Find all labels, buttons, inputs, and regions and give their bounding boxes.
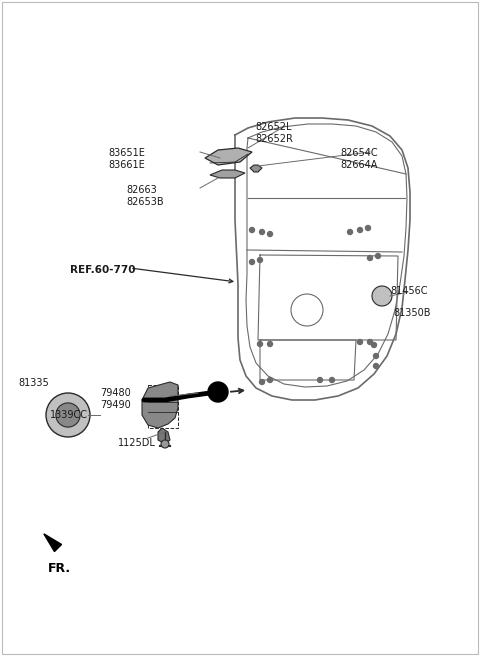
Polygon shape [250, 165, 262, 172]
Circle shape [358, 228, 362, 232]
Circle shape [257, 342, 263, 346]
Text: 81335: 81335 [18, 378, 49, 388]
Circle shape [161, 440, 169, 448]
Text: 79480
79490: 79480 79490 [100, 388, 131, 411]
Text: 1125DL: 1125DL [118, 438, 156, 448]
Circle shape [373, 363, 379, 369]
Circle shape [257, 258, 263, 262]
Circle shape [267, 377, 273, 382]
Circle shape [372, 342, 376, 348]
Circle shape [372, 286, 392, 306]
Text: FR.: FR. [48, 562, 71, 575]
Circle shape [56, 403, 80, 427]
Polygon shape [158, 428, 170, 444]
Circle shape [317, 377, 323, 382]
Circle shape [348, 230, 352, 234]
Text: 81456C: 81456C [390, 286, 428, 296]
Circle shape [250, 228, 254, 232]
Polygon shape [44, 534, 61, 552]
Circle shape [373, 354, 379, 358]
Circle shape [368, 340, 372, 344]
Circle shape [267, 232, 273, 237]
Text: 82654C
82664A: 82654C 82664A [340, 148, 378, 171]
Circle shape [260, 230, 264, 234]
Text: 83651E
83661E: 83651E 83661E [108, 148, 145, 171]
Polygon shape [142, 382, 178, 428]
Polygon shape [205, 148, 252, 165]
Text: REF.60-770: REF.60-770 [70, 265, 135, 275]
Circle shape [358, 340, 362, 344]
Circle shape [375, 253, 381, 258]
Circle shape [368, 255, 372, 260]
Circle shape [208, 382, 228, 402]
Circle shape [46, 393, 90, 437]
Circle shape [329, 377, 335, 382]
Text: 81350B: 81350B [393, 308, 431, 318]
Text: 82663
82653B: 82663 82653B [126, 185, 164, 207]
Circle shape [267, 342, 273, 346]
Text: 1339CC: 1339CC [50, 410, 88, 420]
Polygon shape [210, 170, 245, 178]
Circle shape [365, 226, 371, 230]
Circle shape [250, 260, 254, 264]
Text: 82652L
82652R: 82652L 82652R [255, 122, 293, 144]
Circle shape [260, 380, 264, 384]
